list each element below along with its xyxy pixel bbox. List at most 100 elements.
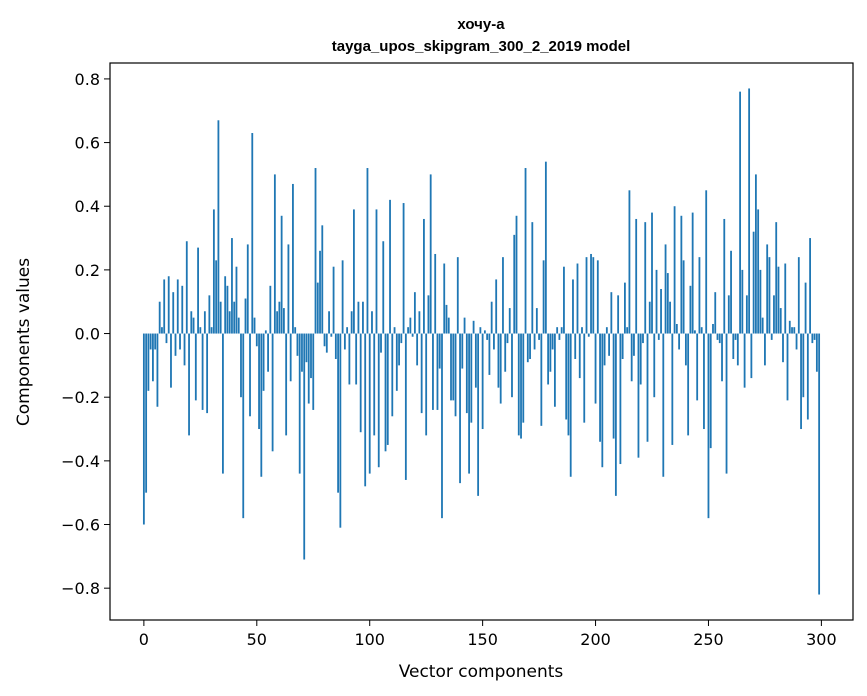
- bar: [714, 292, 717, 334]
- bar: [215, 260, 218, 334]
- bar: [409, 317, 412, 334]
- bar: [603, 333, 606, 366]
- bar: [538, 333, 540, 340]
- bar: [305, 333, 308, 363]
- bar: [601, 333, 604, 468]
- bar: [194, 333, 197, 401]
- bar: [806, 333, 809, 420]
- bar: [434, 253, 437, 334]
- bar: [423, 218, 425, 334]
- bar: [560, 327, 563, 334]
- y-tick-label: −0.4: [61, 452, 100, 471]
- bar: [267, 333, 269, 372]
- bar: [707, 333, 710, 519]
- bar: [456, 257, 459, 334]
- x-tick-label: 0: [139, 630, 149, 649]
- bar: [694, 330, 696, 334]
- bar: [269, 285, 272, 334]
- y-axis-label: Components values: [14, 258, 34, 426]
- bar: [556, 327, 559, 334]
- bar: [646, 333, 649, 442]
- bar: [689, 285, 692, 334]
- bar: [147, 333, 150, 391]
- bar: [718, 333, 721, 344]
- bar: [242, 333, 245, 519]
- bar: [569, 333, 572, 477]
- bar: [490, 301, 493, 334]
- bar: [432, 333, 434, 410]
- bar: [251, 133, 254, 334]
- bar: [642, 333, 644, 344]
- bar: [712, 323, 714, 334]
- bar: [745, 295, 748, 334]
- bar: [551, 333, 554, 350]
- chart-title: хочу-а: [457, 16, 505, 33]
- bar: [343, 333, 346, 350]
- bar: [260, 333, 263, 477]
- bar-series: [142, 88, 821, 595]
- bar: [395, 333, 398, 391]
- bar: [278, 301, 281, 334]
- bar: [800, 333, 802, 430]
- bar: [206, 333, 209, 414]
- bar: [192, 317, 195, 334]
- bar: [481, 333, 484, 430]
- bar: [624, 282, 626, 334]
- bar: [608, 333, 610, 356]
- bar: [809, 238, 811, 334]
- bar: [364, 333, 367, 487]
- bar: [149, 333, 152, 350]
- y-axis: −0.8 −0.6 −0.4 −0.2 0.0 0.2 0.4 0.6 0.8: [61, 70, 110, 598]
- bar: [181, 285, 184, 334]
- bar: [393, 327, 396, 334]
- bar: [515, 215, 518, 334]
- bar: [743, 333, 746, 388]
- bar: [531, 222, 534, 334]
- bar: [172, 292, 175, 334]
- bar: [348, 333, 351, 385]
- bar: [547, 333, 550, 385]
- bar: [687, 333, 690, 436]
- bar: [768, 257, 771, 334]
- y-tick-label: −0.6: [61, 516, 100, 535]
- bar: [610, 292, 613, 334]
- bar: [553, 333, 556, 407]
- bar: [210, 327, 213, 334]
- bar: [657, 333, 660, 340]
- bar: [145, 333, 148, 493]
- bar: [303, 333, 306, 560]
- bar: [203, 311, 206, 334]
- bar: [386, 333, 389, 445]
- bar: [461, 333, 464, 369]
- bar: [549, 333, 552, 372]
- bar: [529, 333, 531, 359]
- bar: [671, 333, 674, 445]
- x-axis-label: Vector components: [399, 662, 564, 682]
- bar: [535, 308, 538, 334]
- bar: [567, 333, 570, 436]
- bar: [748, 88, 751, 334]
- bar: [420, 333, 423, 414]
- bar: [513, 234, 516, 334]
- bar: [161, 327, 163, 334]
- bar: [700, 327, 703, 334]
- bar: [544, 161, 547, 334]
- bar: [276, 311, 279, 334]
- bar: [470, 333, 473, 423]
- bar: [666, 273, 669, 334]
- bar: [741, 269, 744, 334]
- bar: [752, 231, 755, 334]
- bar: [483, 330, 486, 334]
- bar: [443, 263, 446, 334]
- bar: [709, 333, 712, 449]
- bar: [682, 260, 685, 334]
- bar: [727, 295, 730, 334]
- bar: [621, 333, 624, 359]
- bar: [662, 333, 665, 477]
- bar: [754, 174, 757, 334]
- bar: [777, 266, 780, 334]
- bar: [384, 333, 387, 452]
- x-tick-label: 100: [354, 630, 385, 649]
- bar: [292, 183, 294, 334]
- bar: [486, 333, 489, 340]
